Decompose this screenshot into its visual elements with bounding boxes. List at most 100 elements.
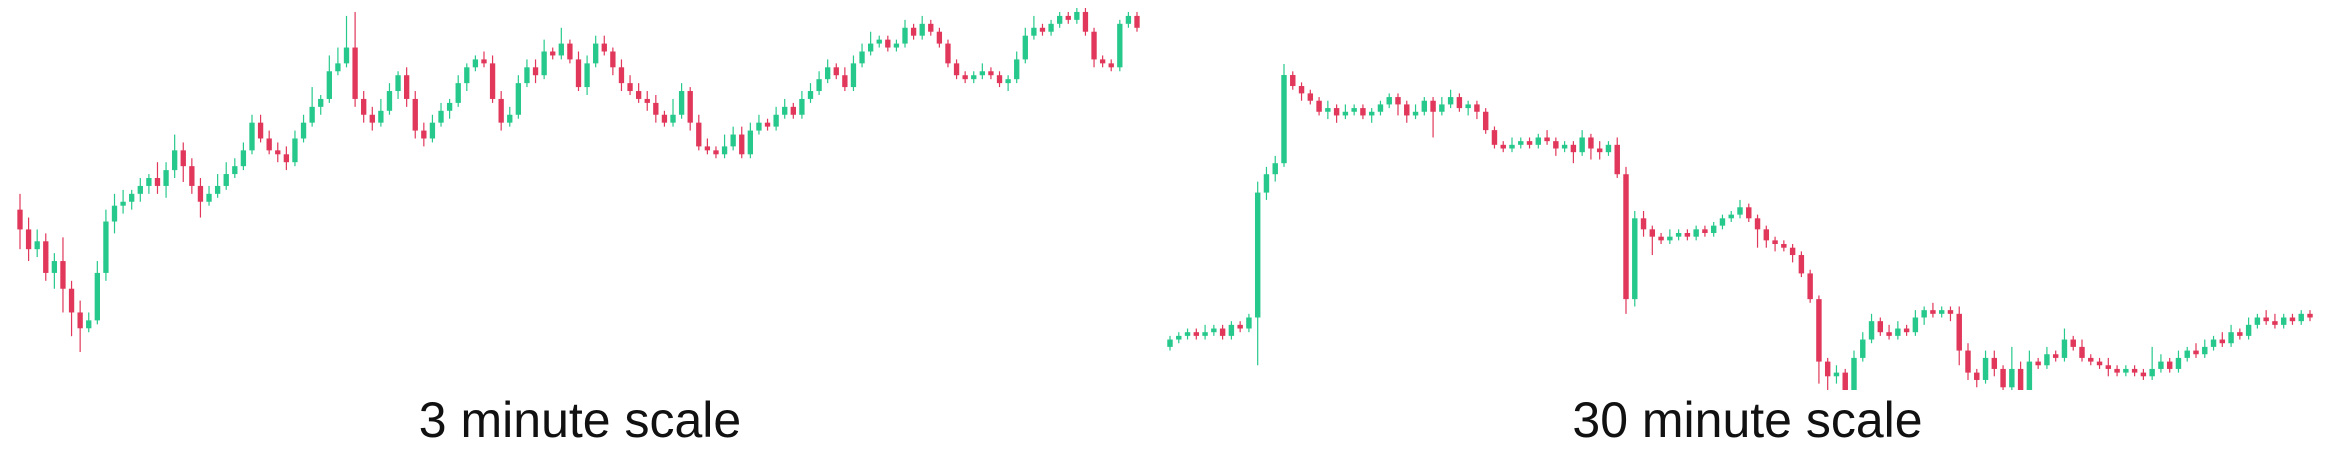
candle [1228,321,1235,340]
candle [1860,332,1866,362]
candle-body [2149,368,2155,377]
candle-body [189,166,195,186]
candle [971,71,977,84]
candle [240,142,247,171]
candle-body [2254,317,2261,325]
candle [541,39,547,80]
candle [2298,310,2304,325]
candle-body [1167,339,1173,347]
candle [335,47,341,76]
candle-body [343,47,350,64]
candle-body [687,91,693,123]
candle-body [867,43,874,52]
candle [2175,350,2182,373]
candle [2140,368,2147,380]
candle-body [2263,317,2269,322]
candle-body [2140,372,2147,377]
candle-body [1193,332,1200,336]
candle [1272,155,1278,182]
candle-body [378,110,384,123]
candle-body [1640,218,1647,230]
candle-body [1605,144,1612,153]
candle-body [438,110,444,123]
candle-body [180,150,186,167]
candle [214,174,221,198]
candle-body [1325,108,1331,112]
candle-body [593,43,599,64]
candle [893,39,900,52]
candle-body [429,122,436,139]
candle [1022,27,1028,64]
candle-body [446,102,453,111]
candle-body [2166,361,2173,369]
candle-body [1526,141,1533,145]
candle [1816,295,1822,384]
candle-body [2245,324,2252,336]
candle-body [1991,357,1998,369]
candle [163,162,169,198]
candle [266,130,272,155]
candle [68,280,75,337]
candle [25,217,32,262]
candle-body [1342,111,1349,116]
candle-body [704,146,711,151]
candle [1099,55,1106,68]
candle [94,261,100,325]
candle-body [464,67,470,84]
candle-body [1658,236,1664,241]
candle [2123,365,2129,377]
candle-body [627,83,633,92]
candle-body [859,51,865,64]
candle [326,55,332,103]
candle-body [1048,23,1054,32]
candle-body [257,122,264,139]
candle-body [1781,244,1787,248]
candle [481,51,487,68]
candle [1465,100,1471,116]
candle-body [2131,368,2138,373]
candle-body [2289,317,2296,322]
candle-body [713,150,719,155]
candle [979,63,986,80]
candle [1868,313,1875,344]
candle [515,75,522,119]
candle [343,15,350,68]
candle-body [1947,310,1954,314]
candle [2263,310,2269,325]
candle-body [850,63,857,88]
candle-body [395,75,401,92]
candle-body [1202,332,1208,336]
candle-body [1851,357,1857,390]
candle-body [1117,23,1123,68]
candle [670,98,676,127]
candle-body [1474,104,1480,112]
candle-body [790,106,796,115]
candle [1360,104,1366,120]
candle-body [1176,335,1182,340]
candle [1316,97,1322,116]
candle-body [2307,313,2313,318]
candle [146,174,152,194]
candle-body [1754,218,1761,230]
candle-body [1014,59,1020,80]
candle [249,114,255,155]
candle-body [2175,357,2182,369]
candle-body [1623,174,1629,300]
candle-body [1351,108,1357,112]
candle [2202,339,2208,358]
candle-body [326,71,332,99]
candle [1851,350,1857,390]
candle-body [1386,97,1392,105]
candle-body [60,261,66,289]
candle-body [1903,328,1910,333]
candle [498,91,504,131]
candle-body [1596,148,1603,153]
candle [953,59,960,80]
candle [558,27,564,60]
candle-body [971,75,977,80]
candle [739,126,745,159]
candle [154,162,161,194]
candle [1014,51,1020,84]
candle [1781,240,1787,252]
candle-body [825,67,831,80]
